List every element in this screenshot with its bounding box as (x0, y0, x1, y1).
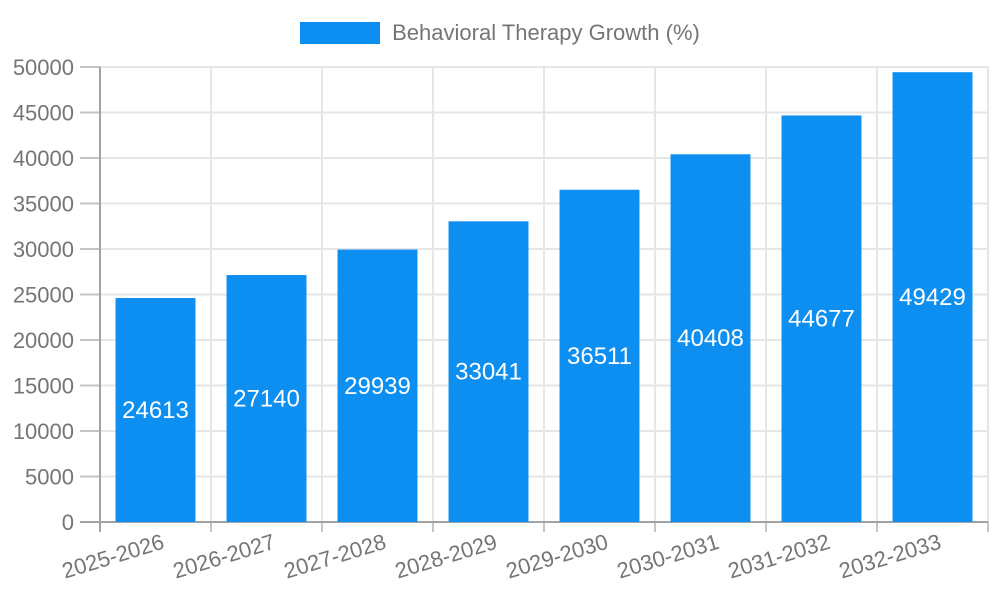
bar-2031-2032[interactable] (781, 115, 862, 522)
y-axis-tick-label: 0 (62, 510, 74, 535)
bar-2025-2026[interactable] (115, 298, 196, 522)
y-axis-tick-label: 10000 (13, 419, 74, 444)
bar-value-label: 44677 (788, 306, 855, 333)
y-axis-tick-label: 20000 (13, 328, 74, 353)
x-axis-tick-label: 2028-2029 (392, 529, 500, 584)
x-axis-tick-label: 2025-2026 (59, 529, 167, 584)
bar-value-label: 33041 (455, 359, 522, 386)
y-axis-tick-label: 45000 (13, 101, 74, 126)
bar-value-label: 24613 (122, 397, 189, 424)
bar-value-label: 29939 (344, 373, 411, 400)
y-axis-tick-label: 5000 (25, 465, 74, 490)
legend-swatch (300, 22, 381, 44)
x-axis-tick-label: 2029-2030 (503, 529, 611, 584)
x-axis-tick-label: 2030-2031 (614, 529, 722, 584)
bar-2027-2028[interactable] (337, 249, 418, 522)
legend-label: Behavioral Therapy Growth (%) (392, 20, 700, 45)
bar-2032-2033[interactable] (892, 72, 973, 522)
y-axis-tick-label: 40000 (13, 146, 74, 171)
bar-2029-2030[interactable] (559, 189, 640, 523)
x-axis-tick-label: 2026-2027 (170, 529, 278, 584)
x-axis-tick-label: 2031-2032 (725, 529, 833, 584)
bars-layer (115, 72, 973, 523)
bar-value-label: 40408 (677, 325, 744, 352)
y-axis-tick-label: 30000 (13, 237, 74, 262)
y-axis-tick-label: 15000 (13, 374, 74, 399)
x-axis-tick-label: 2027-2028 (281, 529, 389, 584)
chart-legend[interactable]: Behavioral Therapy Growth (%) (0, 20, 1000, 46)
bar-value-label: 36511 (567, 343, 632, 370)
bar-2026-2027[interactable] (226, 275, 307, 522)
y-axis-tick-label: 50000 (13, 55, 74, 80)
bar-2030-2031[interactable] (670, 154, 751, 522)
bar-value-label: 49429 (899, 284, 966, 311)
y-axis-tick-label: 35000 (13, 192, 74, 217)
x-axis-tick-label: 2032-2033 (836, 529, 944, 584)
y-axis-tick-label: 25000 (13, 283, 74, 308)
bar-2028-2029[interactable] (448, 221, 529, 522)
bar-value-label: 27140 (233, 386, 300, 413)
